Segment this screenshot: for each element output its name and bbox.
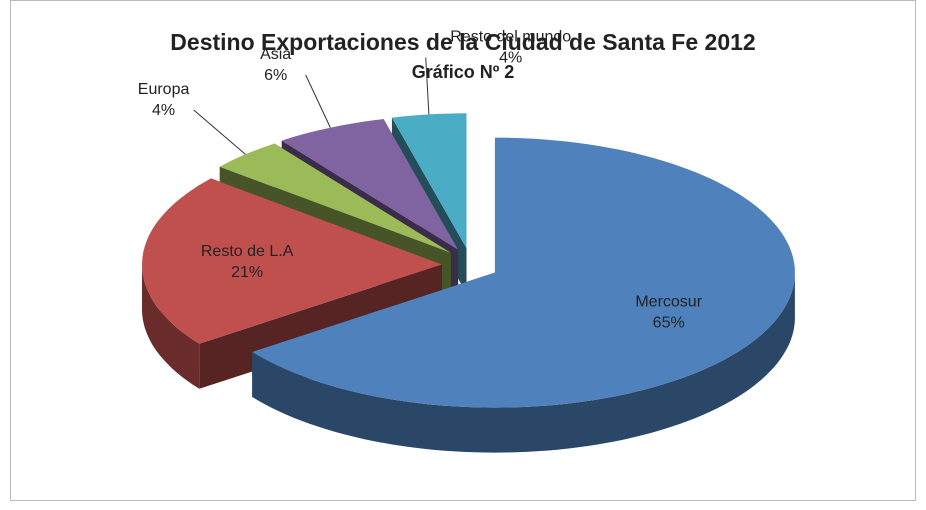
leader-line	[193, 109, 246, 155]
category-label: Mercosur	[635, 294, 702, 311]
category-label: Europa	[138, 81, 190, 98]
slice	[142, 178, 442, 344]
slice-side	[142, 264, 200, 389]
slice	[391, 113, 467, 249]
value-label: 4%	[152, 102, 175, 119]
value-label: 21%	[231, 264, 263, 281]
slice	[281, 119, 459, 250]
leader-line	[305, 74, 331, 128]
slice-side	[252, 272, 795, 453]
category-label: Resto de L.A	[201, 243, 294, 260]
value-label: 65%	[653, 315, 685, 332]
leader-line	[425, 57, 430, 115]
category-label: Asia	[260, 46, 291, 63]
chart-subtitle: Gráfico Nº 2	[412, 62, 515, 82]
category-label: Resto del mundo	[450, 29, 571, 46]
value-label: 6%	[264, 67, 287, 84]
value-label: 4%	[499, 50, 522, 67]
slice	[252, 137, 795, 408]
chart-title: Destino Exportaciones de la Ciudad de Sa…	[170, 29, 755, 55]
slice	[219, 143, 451, 253]
